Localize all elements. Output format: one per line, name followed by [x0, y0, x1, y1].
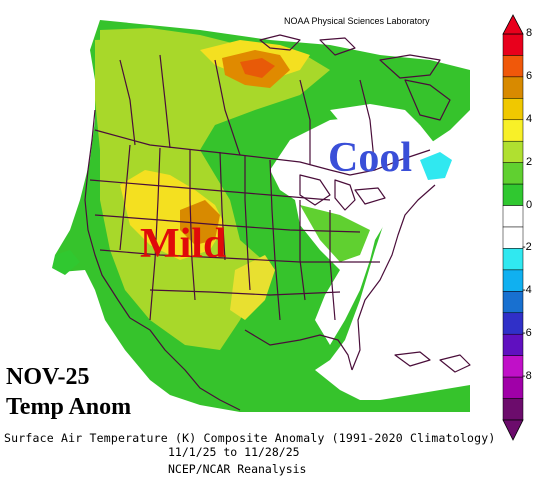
colorbar-segment [502, 119, 524, 142]
colorbar-segment [502, 183, 524, 206]
colorbar-segment [502, 376, 524, 399]
colorbar-segment [502, 398, 524, 421]
colorbar-segment [502, 312, 524, 335]
colorbar-tick-label: 4 [526, 112, 533, 125]
credit-label: NOAA Physical Sciences Laboratory [284, 16, 430, 26]
colorbar-segment [502, 162, 524, 185]
colorbar-segment [502, 226, 524, 249]
colorbar-tick-label: -4 [522, 284, 532, 297]
colorbar-tick-label: -6 [522, 327, 532, 340]
colorbar-tick-label: -2 [522, 241, 532, 254]
temp-anom-label: Temp Anom [6, 394, 132, 420]
colorbar-segments [502, 33, 524, 421]
colorbar [502, 14, 524, 441]
colorbar-segment [502, 355, 524, 378]
caption-line-3: NCEP/NCAR Reanalysis [168, 462, 307, 476]
map-boundaries [84, 34, 471, 411]
colorbar-tick-label: 0 [526, 198, 533, 211]
colorbar-segment [502, 248, 524, 271]
colorbar-tick-label: -8 [522, 370, 532, 383]
colorbar-segment [502, 140, 524, 163]
colorbar-segment [502, 76, 524, 99]
cool-annotation: Cool [328, 135, 412, 181]
caption-line-1: Surface Air Temperature (K) Composite An… [4, 431, 496, 445]
colorbar-segment [502, 333, 524, 356]
colorbar-segment [502, 33, 524, 56]
mild-annotation: Mild [140, 221, 227, 267]
month-label: NOV-25 [6, 364, 90, 390]
colorbar-tick-label: 2 [526, 155, 533, 168]
colorbar-top-arrow [502, 14, 524, 35]
colorbar-segment [502, 55, 524, 78]
colorbar-tick-label: 8 [526, 27, 533, 39]
colorbar-segment [502, 269, 524, 292]
colorbar-segment [502, 205, 524, 228]
colorbar-bottom-arrow [502, 419, 524, 441]
colorbar-segment [502, 98, 524, 121]
colorbar-segment [502, 291, 524, 314]
colorbar-tick-label: 6 [526, 69, 533, 82]
caption-line-2: 11/1/25 to 11/28/25 [168, 445, 300, 459]
